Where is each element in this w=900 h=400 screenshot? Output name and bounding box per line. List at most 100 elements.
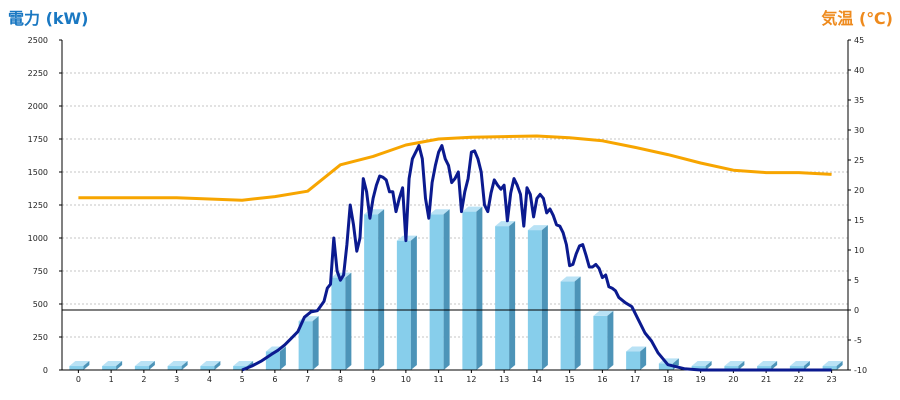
temperature-line [78,134,832,202]
x-tick-label: 16 [597,375,607,384]
bar-front [757,366,772,370]
y-axis-left-title: 電力 (kW) [8,9,89,28]
line-series [78,134,832,372]
y-left-tick-label: 1000 [28,234,48,243]
bar [102,361,123,370]
y-left-tick-label: 750 [33,267,48,276]
x-tick-label: 11 [434,375,444,384]
bar-side [116,361,123,370]
y-left-tick-label: 1500 [28,168,48,177]
bar [364,209,385,370]
bar-side [803,361,810,370]
bar-top [757,361,778,367]
bar [527,225,548,370]
bar-top [527,225,548,231]
bar-front [495,226,510,370]
power-line [241,144,832,372]
bar-front [102,366,117,370]
bar-front [691,366,706,370]
x-tick-label: 21 [761,375,771,384]
bar-top [167,361,188,367]
bar-front [724,366,739,370]
y-left-tick-label: 2250 [28,69,48,78]
bar-side [574,276,581,370]
bar-side [312,316,319,370]
bar [560,276,581,370]
bar-front [593,315,608,370]
bar-top [462,206,483,212]
bar-top [724,361,745,367]
y-right-tick-label: 0 [854,306,859,315]
bar-top [822,361,843,367]
x-tick-label: 5 [240,375,245,384]
y-right-tick-label: 30 [854,126,864,135]
bar-front [626,351,641,370]
bar-side [771,361,778,370]
y-axis-right-title: 気温 (℃) [821,9,893,28]
bar-front [822,366,837,370]
bar [134,361,155,370]
y-right-tick-label: 5 [854,276,859,285]
bar-front [200,366,215,370]
bar-side [705,361,712,370]
bar [69,361,90,370]
bar [691,361,712,370]
bar-top [560,276,581,282]
bar-side [836,361,843,370]
bar [429,209,450,370]
bar-side [214,361,221,370]
grid-lines [62,72,848,338]
bar-front [658,363,673,370]
x-tick-label: 0 [76,375,81,384]
bar-side [541,225,548,370]
tick-labels: 02505007501000125015001750200022502500-1… [28,36,867,384]
bar-top [200,361,221,367]
bar-top [691,361,712,367]
bar [396,235,417,370]
y-right-tick-label: 45 [854,36,864,45]
bar-front [560,281,575,370]
bar-side [476,206,483,370]
bar-side [738,361,745,370]
bar-side [378,209,385,370]
bar-front [364,214,379,370]
bar-top [233,361,254,367]
y-right-tick-label: 10 [854,246,864,255]
y-right-tick-label: 20 [854,186,864,195]
x-tick-label: 4 [207,375,212,384]
x-tick-label: 22 [794,375,804,384]
y-right-tick-label: 25 [854,156,864,165]
x-tick-label: 20 [728,375,738,384]
bar-side [410,235,417,370]
bar-side [279,346,286,370]
bar-front [134,366,149,370]
x-tick-label: 7 [305,375,310,384]
bar-front [396,240,411,370]
bar-front [429,214,444,370]
x-tick-label: 17 [630,375,640,384]
bar-side [509,221,516,370]
x-tick-label: 8 [338,375,343,384]
x-tick-label: 9 [371,375,376,384]
bar-side [148,361,155,370]
bar-series [69,206,843,370]
bar [724,361,745,370]
bar [331,272,352,370]
bar-side [83,361,90,370]
x-tick-label: 13 [499,375,509,384]
y-left-tick-label: 2000 [28,102,48,111]
y-right-tick-label: 15 [854,216,864,225]
bar-top [69,361,90,367]
x-tick-label: 19 [696,375,706,384]
y-left-tick-label: 0 [43,366,48,375]
bar-top [789,361,810,367]
x-tick-label: 1 [109,375,114,384]
x-tick-label: 18 [663,375,673,384]
bar-front [527,230,542,370]
bar-top [429,209,450,215]
y-right-tick-label: 40 [854,66,864,75]
bar-top [495,221,516,227]
bar [298,316,319,370]
bar-top [134,361,155,367]
bar-side [607,310,614,370]
